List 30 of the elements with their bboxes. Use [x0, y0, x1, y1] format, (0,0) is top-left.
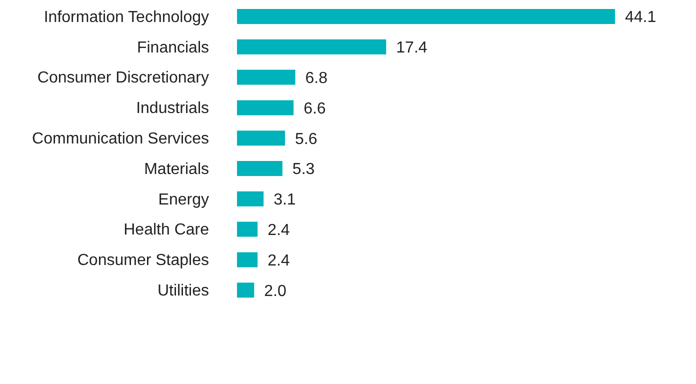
data-label: 5.6	[295, 130, 318, 148]
bar	[237, 222, 258, 237]
y-tick-label: Health Care	[124, 222, 210, 239]
bar	[237, 161, 282, 176]
bar	[237, 282, 254, 298]
y-tick-label: Financials	[136, 39, 209, 56]
y-tick-label: Communication Services	[32, 130, 209, 148]
y-tick-label: Materials	[144, 160, 209, 178]
data-label: 17.4	[396, 40, 428, 57]
y-tick-label: Utilities	[157, 282, 209, 300]
y-tick-label: Consumer Discretionary	[37, 70, 209, 87]
bar	[237, 130, 285, 146]
data-label: 3.1	[274, 192, 296, 209]
data-label: 44.1	[625, 9, 656, 26]
y-tick-label: Consumer Staples	[77, 252, 209, 270]
y-tick-label: Industrials	[136, 100, 209, 118]
bar	[237, 70, 296, 85]
bar	[237, 9, 615, 24]
data-label: 6.6	[304, 100, 326, 118]
data-label: 2.4	[268, 252, 290, 270]
data-label: 6.8	[305, 70, 328, 87]
bar	[237, 252, 258, 268]
y-tick-label: Information Technology	[44, 8, 209, 26]
data-label: 5.3	[292, 161, 315, 178]
data-label: 2.0	[264, 282, 286, 300]
bar	[237, 100, 294, 116]
bar	[237, 39, 386, 54]
y-tick-label: Energy	[158, 191, 209, 208]
bar	[237, 191, 264, 206]
data-label: 2.4	[268, 222, 290, 239]
